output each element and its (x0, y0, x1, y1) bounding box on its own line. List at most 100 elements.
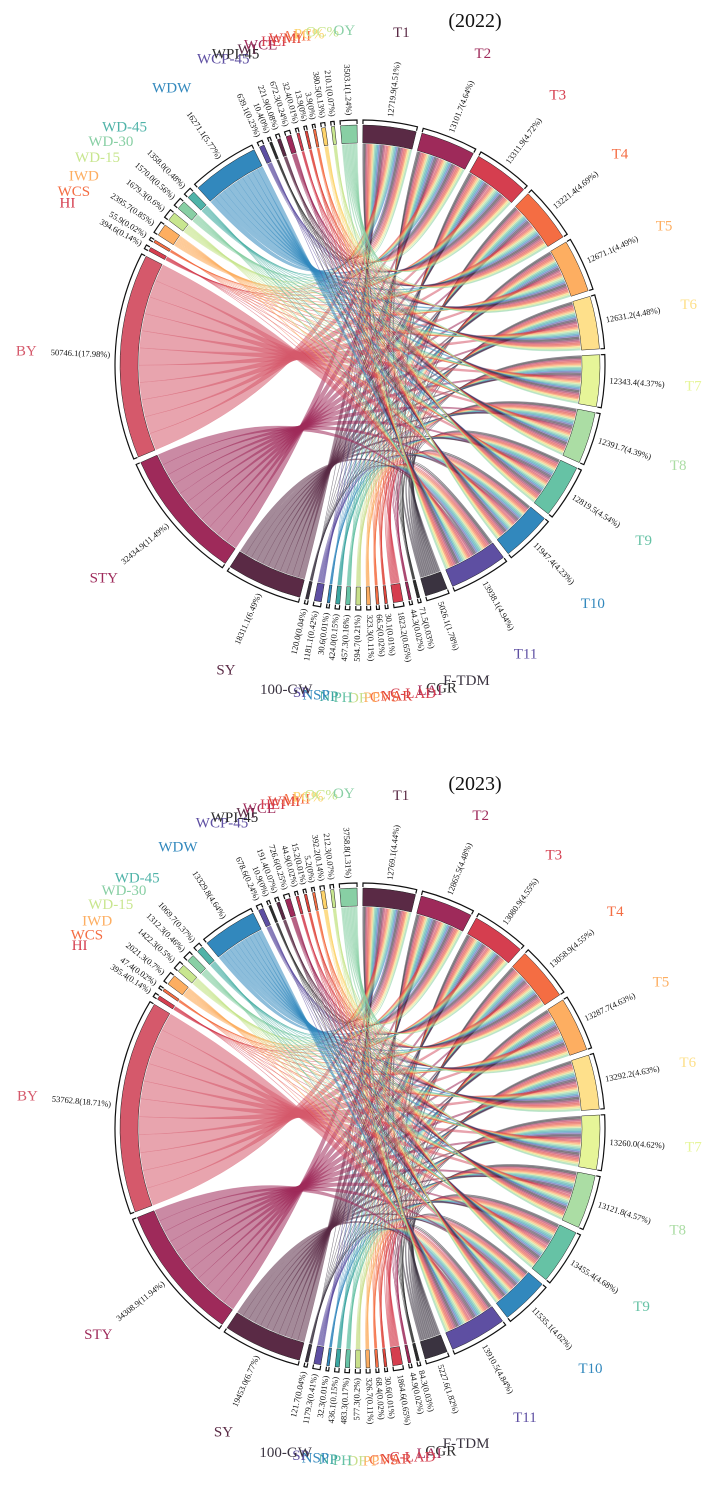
chord-ribbon (384, 1226, 488, 1348)
node-bracket (344, 605, 351, 611)
chord-ribbon (173, 145, 392, 288)
value-label: 13329.8(4.64%) (190, 869, 229, 921)
chord-ribbon (203, 970, 581, 1149)
value-label: 12769.1(4.44%) (385, 824, 402, 880)
node-label: WCP-45 (196, 815, 249, 831)
chord-ribbon (366, 143, 386, 585)
chord-ribbon (345, 144, 548, 289)
chord-ribbon (301, 151, 458, 263)
chord-ribbon (317, 910, 536, 1265)
chord-ribbon (309, 912, 580, 1107)
value-label: 13260.0(4.62%) (609, 1137, 665, 1150)
node-label: WPI-45 (211, 810, 259, 826)
node-arc (344, 1349, 351, 1369)
node-arc (140, 454, 236, 564)
node-arc (412, 1342, 420, 1362)
chord-ribbon (329, 1174, 574, 1348)
value-label: 32434.9(11.49%) (119, 521, 171, 567)
node-label: T7 (685, 1140, 702, 1156)
chord-ribbon (282, 910, 402, 1023)
node-bracket (507, 1284, 547, 1323)
node-label: CVS (370, 690, 399, 706)
chord-ribbon (174, 1007, 581, 1143)
node-arc (562, 408, 596, 463)
chord-ribbon (268, 926, 580, 1102)
node-bracket (256, 139, 265, 147)
chord-ribbon (269, 925, 507, 1296)
chord-ribbon (381, 361, 582, 585)
chord-ribbon (385, 1215, 526, 1348)
node-label: PP (364, 690, 381, 706)
chord-ribbon (355, 906, 448, 1333)
node-bracket (329, 883, 335, 889)
chord-ribbon (170, 250, 563, 316)
chord-ribbon (213, 961, 543, 1255)
chord-ribbon (309, 149, 460, 263)
chord-ribbon (345, 907, 545, 1050)
value-label: 424.0(0.15%) (326, 613, 340, 661)
chord-ribbon (397, 1063, 573, 1345)
node-label: T9 (633, 1299, 650, 1315)
chord-ribbon (395, 451, 529, 582)
node-bracket (452, 1321, 507, 1355)
node-bracket (546, 1232, 582, 1284)
chord-ribbon (277, 159, 567, 308)
chord-ribbon (269, 162, 568, 443)
chord-ribbon (294, 153, 567, 448)
chord-ribbon (310, 149, 579, 399)
node-bracket (173, 960, 184, 972)
node-bracket (383, 1367, 389, 1373)
chord-ribbon (203, 207, 580, 340)
node-bracket (302, 888, 308, 894)
chord-ribbon (310, 438, 552, 581)
node-bracket (274, 133, 281, 139)
chord-ribbon (318, 147, 452, 568)
node-bracket (319, 121, 326, 128)
node-label: LAI (417, 683, 442, 699)
chord-ribbon (349, 154, 431, 586)
node-arc (571, 1054, 600, 1111)
value-label: 30.1(0.01%) (383, 613, 398, 656)
node-bracket (366, 605, 372, 611)
chord-ribbon (365, 465, 485, 587)
value-label: 12819.5(4.54%) (570, 492, 622, 530)
chord-ribbon (315, 911, 408, 1020)
node-label: 100-GW (260, 682, 313, 698)
chord-ribbon (389, 305, 574, 584)
chord-ribbon (174, 1006, 571, 1198)
chord-ribbon (270, 925, 461, 1327)
node-label: T11 (514, 647, 538, 663)
chord-ribbon (386, 452, 528, 584)
node-label: WD-30 (101, 883, 146, 899)
node-arc (305, 580, 313, 600)
value-label: 12671.1(4.49%) (585, 233, 640, 265)
node-bracket (293, 890, 299, 896)
chord-ribbon (333, 908, 507, 1034)
chord-ribbon (393, 462, 490, 582)
node-label: T5 (653, 975, 670, 991)
chord-ribbon (286, 156, 506, 533)
chord-ribbon (372, 1227, 486, 1349)
node-label: SY (214, 1424, 233, 1440)
chord-ribbon (335, 145, 536, 502)
node-bracket (283, 129, 292, 136)
chord-ribbon (302, 151, 580, 397)
chord-ribbon (177, 239, 581, 384)
node-bracket (131, 1217, 223, 1330)
node-label: T11 (513, 1410, 537, 1426)
node-label: T9 (635, 533, 652, 549)
chord-ribbon (346, 1228, 482, 1349)
node-arc (404, 581, 412, 601)
node-arc (374, 1349, 379, 1368)
node-arc (339, 887, 358, 908)
node-label: HI (72, 938, 88, 954)
node-bracket (362, 882, 418, 894)
node-arc (320, 890, 328, 910)
node-arc (334, 1348, 342, 1368)
chord-ribbon (197, 214, 465, 561)
node-label: C-LAD (390, 1449, 436, 1465)
chord-ribbon (196, 215, 511, 529)
chart-title: (2023) (448, 773, 501, 795)
node-bracket (478, 151, 528, 190)
node-arc (119, 255, 163, 458)
